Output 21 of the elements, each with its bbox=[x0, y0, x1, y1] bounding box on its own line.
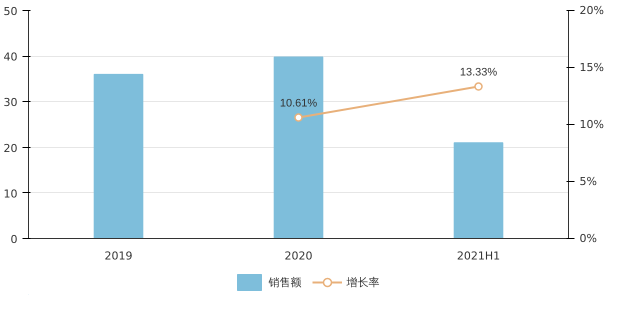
y-tick-label: 50 bbox=[4, 5, 18, 18]
y2-tick-label: 5% bbox=[580, 175, 597, 188]
x-tick-label: 2021H1 bbox=[456, 250, 500, 262]
y-tick-label: 20 bbox=[4, 142, 18, 155]
legend-label: 销售额 bbox=[268, 276, 302, 290]
y-tick-label: 10 bbox=[4, 187, 18, 200]
y2-tick-label: 0% bbox=[580, 232, 597, 245]
y-tick-label: 30 bbox=[4, 96, 18, 110]
bar bbox=[94, 74, 144, 238]
data-label: 10.61% bbox=[280, 98, 318, 110]
data-label: 13.33% bbox=[460, 66, 498, 79]
y-tick-label: 0 bbox=[10, 233, 18, 246]
y-tick-label: 40 bbox=[4, 50, 18, 64]
x-tick-label: 2019 bbox=[104, 250, 133, 262]
bar bbox=[274, 56, 324, 238]
bar bbox=[454, 142, 504, 238]
x-tick-label: 2020 bbox=[284, 250, 313, 262]
y2-tick-label: 10% bbox=[580, 118, 604, 131]
y2-tick-label: 20% bbox=[580, 4, 604, 17]
legend-label: 增长率 bbox=[346, 276, 380, 290]
y2-tick-label: 15% bbox=[580, 61, 604, 74]
